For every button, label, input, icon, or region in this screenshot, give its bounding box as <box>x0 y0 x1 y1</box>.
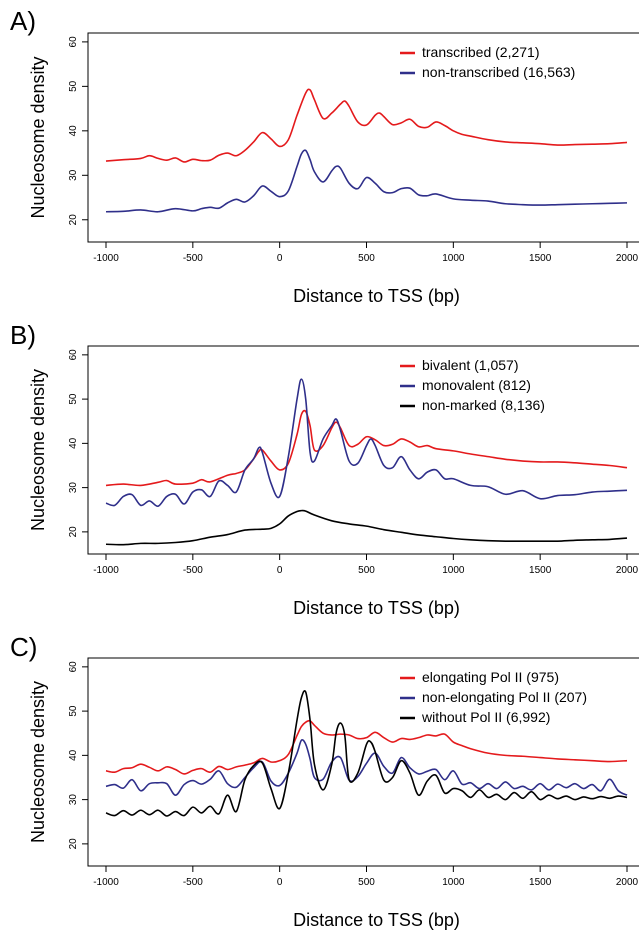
y-axis-label: Nucleosome density <box>28 369 48 531</box>
series-line-1 <box>105 719 628 775</box>
series-line-3 <box>105 689 628 817</box>
y-axis-label: Nucleosome density <box>28 681 48 843</box>
y-tick-label: 40 <box>68 749 79 761</box>
y-tick-label: 20 <box>68 838 79 850</box>
x-tick-label: 2000 <box>616 565 639 576</box>
x-tick-label: -1000 <box>93 565 119 576</box>
plot-frame <box>87 32 639 243</box>
x-axis-label: Distance to TSS (bp) <box>293 598 460 618</box>
panel-2: B) 20 30 40 50 60 -1000 -500 0 500 1000 1500 2000 Nuc… <box>10 320 639 618</box>
y-tick-label: 50 <box>68 80 79 92</box>
x-axis-label: Distance to TSS (bp) <box>293 286 460 306</box>
legend-entry: without Pol II (6,992) <box>421 709 550 725</box>
series-line-3 <box>105 509 628 546</box>
x-tick-label: 1000 <box>442 565 465 576</box>
x-tick-label: 1500 <box>529 565 552 576</box>
y-tick-label: 30 <box>68 794 79 806</box>
series-line-2 <box>105 739 628 796</box>
y-tick-label: 50 <box>68 705 79 717</box>
x-tick-label: 1500 <box>529 253 552 264</box>
x-tick-label: -1000 <box>93 253 119 264</box>
x-tick-label: 500 <box>358 565 375 576</box>
x-tick-label: -500 <box>183 877 203 888</box>
y-tick-label: 40 <box>68 125 79 137</box>
x-tick-label: -1000 <box>93 877 119 888</box>
plot-frame <box>87 345 639 555</box>
x-tick-label: 1500 <box>529 877 552 888</box>
x-tick-label: -500 <box>183 253 203 264</box>
legend-entry: non-elongating Pol II (207) <box>422 689 587 705</box>
x-tick-label: 0 <box>277 253 283 264</box>
x-axis-label: Distance to TSS (bp) <box>293 910 460 930</box>
y-tick-label: 20 <box>68 214 79 226</box>
legend-entry: monovalent (812) <box>422 377 531 393</box>
legend-entry: elongating Pol II (975) <box>422 669 559 685</box>
series-line-2 <box>105 149 628 213</box>
y-tick-label: 60 <box>68 349 79 361</box>
x-tick-label: 2000 <box>616 253 639 264</box>
x-tick-label: 0 <box>277 877 283 888</box>
x-tick-label: 1000 <box>442 253 465 264</box>
y-tick-label: 50 <box>68 393 79 405</box>
series-line-1 <box>105 409 628 487</box>
panel-1: A) 20 30 40 50 60 -1000 -500 0 500 1000 1500 2000 Nuc… <box>10 6 639 306</box>
y-axis-label: Nucleosome density <box>28 56 48 218</box>
x-tick-label: -500 <box>183 565 203 576</box>
y-tick-label: 30 <box>68 482 79 494</box>
x-tick-label: 1000 <box>442 877 465 888</box>
plot-frame <box>87 657 639 867</box>
legend-entry: bivalent (1,057) <box>422 357 519 373</box>
y-tick-label: 40 <box>68 437 79 449</box>
panel-letter: A) <box>10 6 36 36</box>
y-tick-label: 60 <box>68 661 79 673</box>
x-tick-label: 500 <box>358 877 375 888</box>
legend-entry: non-transcribed (16,563) <box>422 64 575 80</box>
panel-letter: B) <box>10 320 36 350</box>
panel-3: C) 20 30 40 50 60 -1000 -500 0 500 1000 1500 2000 Nuc… <box>10 632 639 930</box>
x-tick-label: 500 <box>358 253 375 264</box>
y-tick-label: 20 <box>68 526 79 538</box>
panel-letter: C) <box>10 632 37 662</box>
x-tick-label: 0 <box>277 565 283 576</box>
y-tick-label: 60 <box>68 36 79 48</box>
y-tick-label: 30 <box>68 169 79 181</box>
legend-entry: non-marked (8,136) <box>422 397 545 413</box>
x-tick-label: 2000 <box>616 877 639 888</box>
legend-entry: transcribed (2,271) <box>422 44 540 60</box>
series-line-1 <box>105 88 628 163</box>
series-line-2 <box>105 378 628 508</box>
